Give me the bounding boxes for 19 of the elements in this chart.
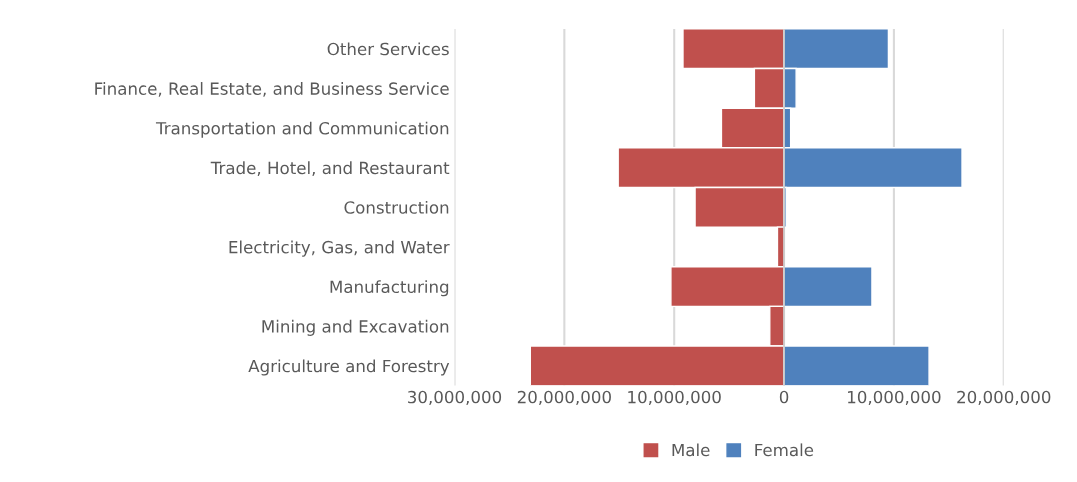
bar bbox=[783, 266, 873, 308]
x-tick-label: 10,000,000 bbox=[628, 390, 721, 406]
legend-label: Male bbox=[672, 443, 710, 457]
bar bbox=[783, 345, 930, 386]
legend-label: Female bbox=[755, 443, 814, 457]
x-tick-label: 0 bbox=[779, 390, 789, 404]
y-tick-label: Mining and Excavation bbox=[262, 319, 449, 336]
y-tick-label: Trade, Hotel, and Restaurant bbox=[210, 161, 450, 176]
x-tick-label: 30,000,000 bbox=[408, 390, 502, 406]
x-tick-label: 10,000,000 bbox=[848, 390, 941, 406]
x-tick-label: 20,000,000 bbox=[517, 390, 611, 406]
y-tick-label: Other Services bbox=[327, 42, 449, 56]
y-tick-label: Manufacturing bbox=[330, 280, 449, 297]
y-tick-label: Construction bbox=[344, 200, 449, 214]
y-tick-label: Agriculture and Forestry bbox=[248, 359, 450, 376]
y-tick-label: Electricity, Gas, and Water bbox=[229, 240, 450, 257]
y-tick-label: Finance, Real Estate, and Business Service bbox=[95, 82, 449, 97]
y-tick-label: Transportation and Communication bbox=[155, 121, 449, 138]
x-tick-label: 20,000,000 bbox=[957, 390, 1051, 406]
